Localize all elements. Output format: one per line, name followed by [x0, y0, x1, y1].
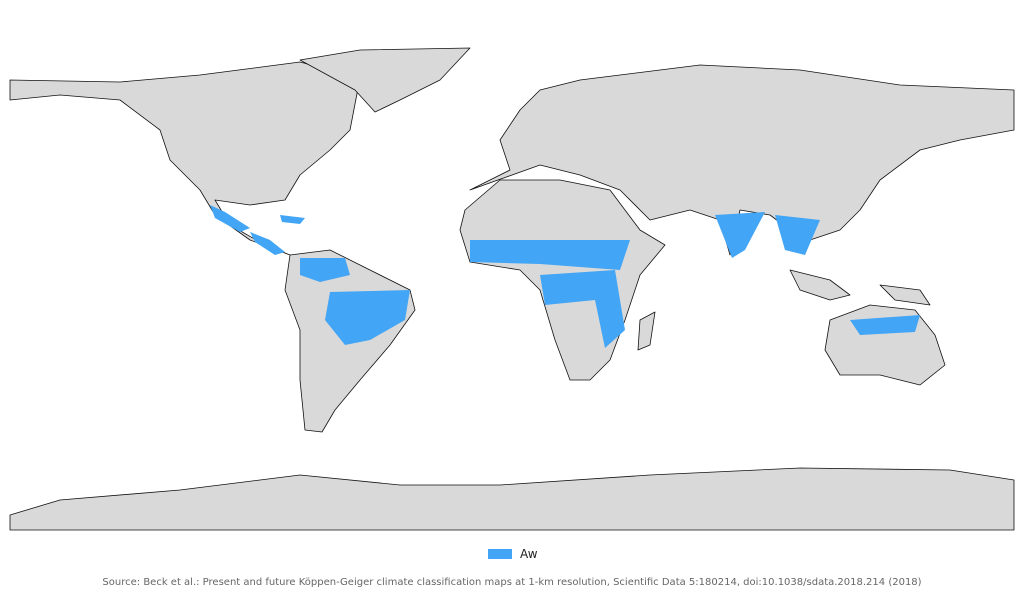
aw-southern-africa [540, 270, 625, 348]
aw-brazil [325, 290, 410, 345]
map [9, 45, 1015, 531]
aw-west-africa [470, 240, 630, 270]
greenland [299, 47, 471, 113]
new-guinea [879, 284, 931, 306]
eurasia [469, 64, 1015, 256]
madagascar [637, 311, 656, 351]
aw-india [715, 212, 765, 258]
aw-central-america [250, 232, 285, 255]
aw-mexico [210, 205, 250, 232]
aw-regions [210, 205, 920, 348]
antarctica [9, 467, 1015, 531]
aw-north-australia [850, 315, 920, 335]
legend: Aw [488, 547, 538, 561]
indonesia [789, 269, 851, 301]
source: Source: Beck et al.: Present and future … [102, 577, 921, 588]
aw-southeast-asia [775, 215, 820, 255]
aw-caribbean [280, 215, 305, 224]
aw-northern-south-america [300, 258, 350, 282]
legend-swatch [488, 549, 512, 559]
legend-label: Aw [520, 547, 538, 561]
